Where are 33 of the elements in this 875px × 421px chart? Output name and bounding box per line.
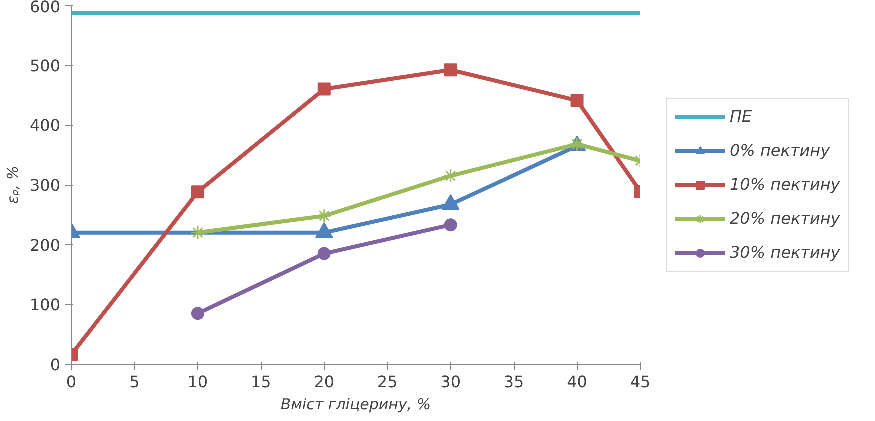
- y-axis-title: εₚ, %: [4, 166, 22, 204]
- y-tick-label: 400: [30, 116, 61, 136]
- x-tick-label: 35: [504, 372, 524, 392]
- y-tick-label: 300: [30, 176, 61, 195]
- point: [318, 82, 331, 96]
- point: [191, 307, 204, 320]
- x-tick-label: 45: [630, 372, 651, 392]
- y-tick-label: 0: [50, 356, 61, 374]
- x-tick-label: 10: [188, 372, 208, 392]
- legend-label: 0% пектину: [730, 141, 830, 160]
- point: [444, 218, 458, 232]
- point: [318, 247, 331, 260]
- legend-label: 20% пектину: [730, 209, 840, 228]
- legend-label: 10% пектину: [730, 175, 840, 194]
- x-tick-label: 0: [66, 372, 77, 392]
- point: [444, 64, 458, 77]
- x-tick-label: 40: [567, 372, 588, 392]
- point: [191, 186, 204, 199]
- x-tick-label: 30: [440, 372, 462, 392]
- x-axis-title: Вміст гліцерину, %: [280, 396, 432, 414]
- y-tick-label: 600: [30, 0, 61, 16]
- legend-label: ПЕ: [730, 107, 752, 126]
- y-tick-label: 200: [30, 236, 61, 255]
- x-tick-label: 25: [377, 372, 398, 392]
- y-tick-label: 100: [30, 296, 61, 315]
- point: [444, 168, 458, 184]
- x-tick-label: 15: [250, 372, 272, 392]
- legend-label: 30% пектину: [730, 243, 840, 262]
- point: [570, 94, 584, 108]
- x-tick-label: 5: [130, 372, 140, 392]
- x-tick-label: 20: [314, 372, 335, 392]
- point: [317, 208, 332, 224]
- y-tick-label: 500: [30, 56, 61, 76]
